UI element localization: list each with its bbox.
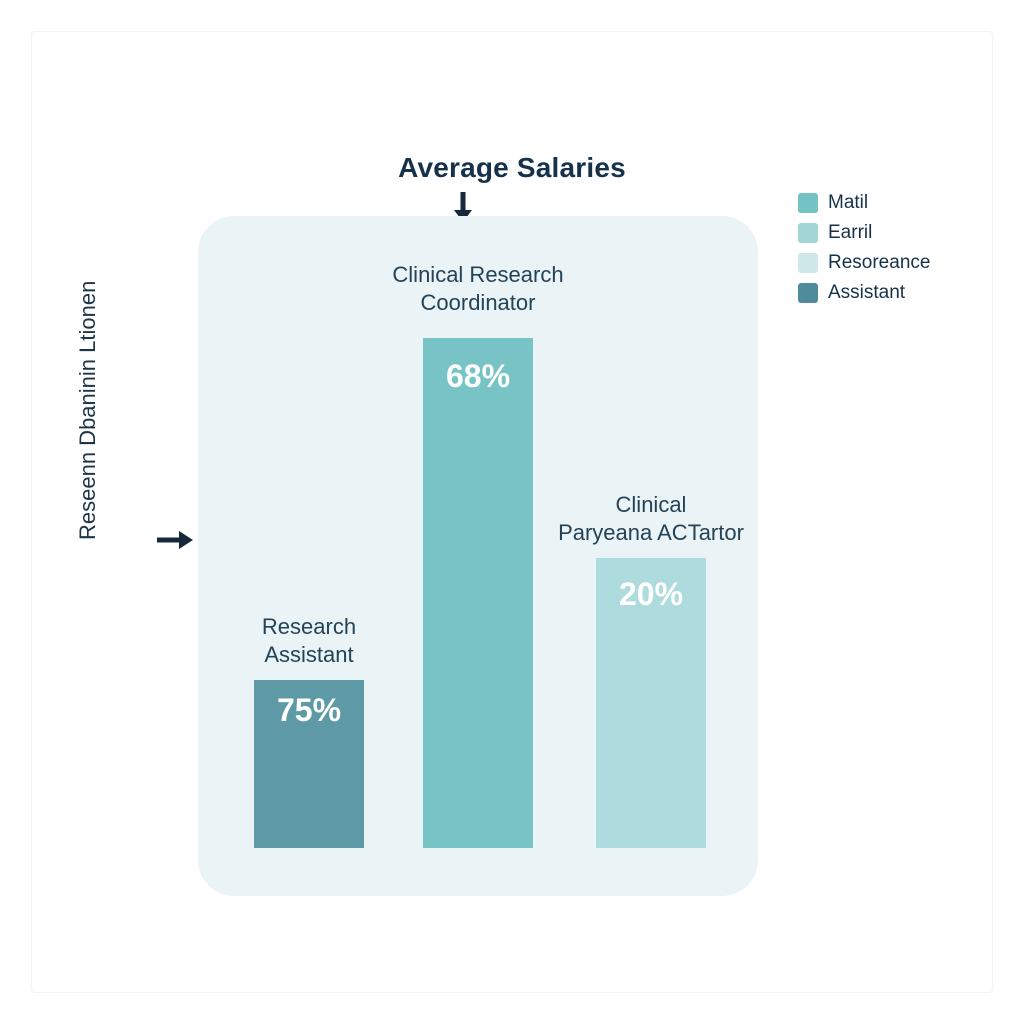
legend-label: Earril	[828, 222, 872, 244]
legend-item: Assistant	[798, 282, 978, 304]
bar-category-line: Clinical	[616, 492, 687, 517]
legend-label: Matil	[828, 192, 868, 214]
bar-category-line: Research	[262, 614, 356, 639]
legend-item: Matil	[798, 192, 978, 214]
bar-category-line: Clinical Research	[392, 262, 563, 287]
legend-label: Assistant	[828, 282, 905, 304]
bar-category-label: Clinical Research Coordinator	[373, 261, 583, 316]
bar-category-label: Research Assistant	[234, 613, 384, 668]
bar-value-label: 75%	[254, 692, 364, 729]
legend-item: Earril	[798, 222, 978, 244]
chart-title: Average Salaries	[398, 152, 626, 183]
legend-swatch	[798, 283, 818, 303]
bar-value-label: 20%	[596, 576, 706, 613]
title-wrap: Average Salaries	[0, 152, 1024, 184]
bar-category-line: Coordinator	[421, 290, 536, 315]
y-axis-arrow-right-icon	[155, 525, 195, 555]
chart-plot-area: 75% Research Assistant 68% Clinical Research…	[198, 216, 758, 896]
bar: 20%	[596, 558, 706, 848]
bar: 75%	[254, 680, 364, 848]
legend-swatch	[798, 223, 818, 243]
y-axis-label: Reseenn Dbaninin Ltionen	[75, 281, 101, 540]
legend: Matil Earril Resoreance Assistant	[798, 192, 978, 312]
legend-item: Resoreance	[798, 252, 978, 274]
bar-value-label: 68%	[423, 358, 533, 395]
legend-label: Resoreance	[828, 252, 930, 274]
bar: 68%	[423, 338, 533, 848]
bar-category-line: Assistant	[264, 642, 353, 667]
bar-category-label: Clinical Paryeana ACTartor	[546, 491, 756, 546]
legend-swatch	[798, 193, 818, 213]
bar-category-line: Paryeana ACTartor	[558, 520, 744, 545]
legend-swatch	[798, 253, 818, 273]
